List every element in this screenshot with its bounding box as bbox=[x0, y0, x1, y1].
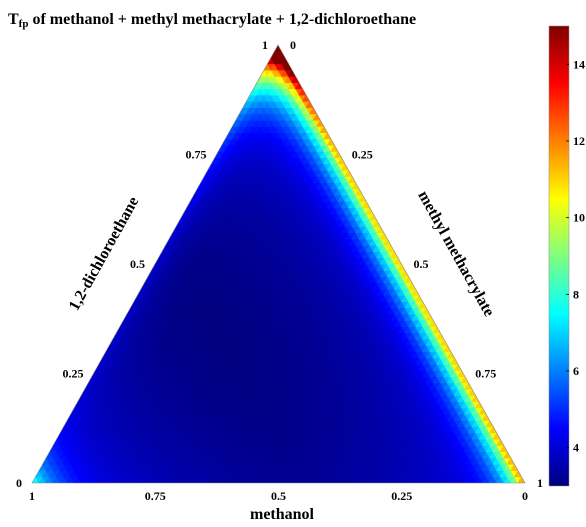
colorbar-tick-label: 10 bbox=[573, 211, 585, 225]
chart-title-main: T bbox=[8, 11, 19, 28]
right-tick-label: 0.25 bbox=[352, 148, 373, 162]
right-tick-label: 0.75 bbox=[475, 367, 496, 381]
bottom-tick-label: 0.25 bbox=[391, 489, 412, 503]
bottom-tick-label: 0 bbox=[522, 489, 528, 503]
axis-label-left: 1,2-dichloroethane bbox=[66, 194, 143, 314]
colorbar-tick-label: 12 bbox=[573, 134, 585, 148]
left-tick-label: 0.25 bbox=[63, 367, 84, 381]
bottom-tick-label: 0.5 bbox=[271, 489, 286, 503]
chart-title-subscript: fp bbox=[19, 18, 29, 30]
chart-title: Tfp of methanol + methyl methacrylate + … bbox=[8, 11, 416, 30]
left-tick-label: 0 bbox=[16, 476, 22, 490]
colorbar-scale bbox=[548, 25, 570, 487]
contour-cell bbox=[273, 45, 283, 52]
left-tick-label: 1 bbox=[262, 38, 268, 52]
chart-title-rest: of methanol + methyl methacrylate + 1,2-… bbox=[28, 11, 416, 28]
left-tick-label: 0.5 bbox=[130, 257, 145, 271]
colorbar-tick-label: 8 bbox=[573, 287, 579, 301]
contour-field bbox=[32, 45, 525, 483]
right-tick-label: 0 bbox=[290, 38, 296, 52]
right-tick-label: 0.5 bbox=[414, 257, 429, 271]
colorbar-tick-label: 14 bbox=[573, 57, 585, 71]
axis-label-right: methyl methacrylate bbox=[414, 188, 497, 319]
left-tick-label: 0.75 bbox=[186, 148, 207, 162]
axis-label-bottom: methanol bbox=[250, 506, 315, 523]
right-tick-label: 1 bbox=[537, 476, 543, 490]
bottom-tick-label: 0.75 bbox=[145, 489, 166, 503]
colorbar-tick-label: 6 bbox=[573, 364, 579, 378]
colorbar: 4 6 8 10 12 14 bbox=[548, 25, 585, 487]
bottom-tick-label: 1 bbox=[29, 489, 35, 503]
colorbar-tick-label: 4 bbox=[573, 441, 579, 455]
